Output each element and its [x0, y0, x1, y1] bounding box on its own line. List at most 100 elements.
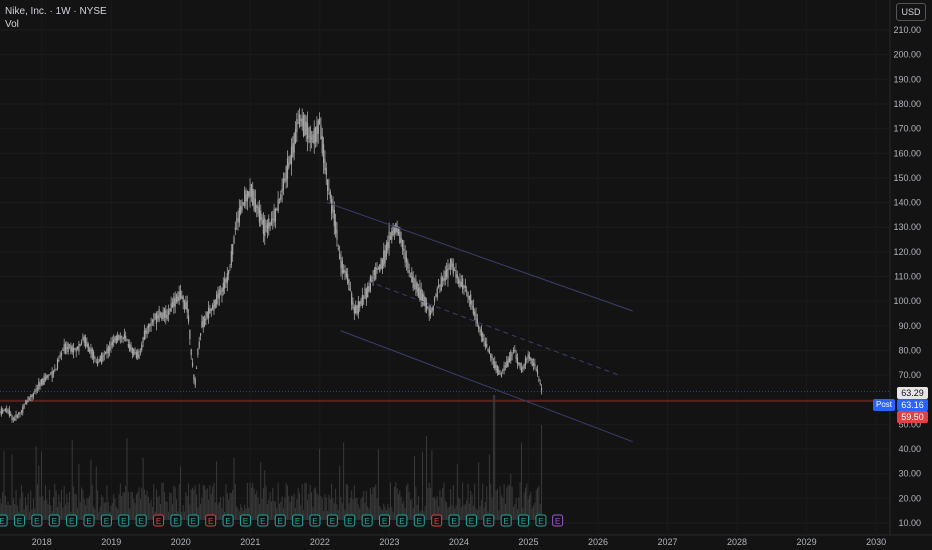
volume-bar: [226, 493, 228, 520]
volume-bar: [83, 499, 85, 520]
earnings-marker[interactable]: [361, 514, 373, 527]
volume-bar: [482, 483, 484, 520]
volume-bar: [335, 488, 337, 520]
candle-body: [372, 276, 374, 280]
candle-body: [147, 324, 150, 329]
earnings-marker[interactable]: [100, 514, 112, 527]
volume-bar: [518, 497, 520, 520]
candle-body: [167, 311, 170, 315]
earnings-marker[interactable]: [326, 514, 338, 527]
candle-body: [222, 282, 224, 292]
earnings-marker[interactable]: [448, 514, 460, 527]
y-tick-label: 150.00: [893, 173, 921, 183]
candle-body: [28, 398, 31, 400]
earnings-marker[interactable]: [274, 514, 286, 527]
volume-bar: [107, 501, 109, 520]
earnings-marker[interactable]: [13, 514, 25, 527]
earnings-marker[interactable]: [465, 514, 477, 527]
candle-body: [70, 345, 72, 352]
volume-bar: [26, 505, 28, 520]
candle-body: [198, 341, 200, 348]
earnings-marker[interactable]: [518, 514, 530, 527]
volume-bar: [232, 489, 234, 520]
candle-body: [209, 308, 211, 314]
candle-body: [252, 188, 254, 206]
earnings-marker[interactable]: [153, 514, 165, 527]
earnings-marker[interactable]: [431, 514, 443, 527]
earnings-marker[interactable]: [205, 514, 217, 527]
candle-body: [456, 274, 458, 279]
earnings-marker[interactable]: [396, 514, 408, 527]
x-tick-label: 2024: [449, 537, 469, 547]
earnings-marker[interactable]: [222, 514, 234, 527]
earnings-marker[interactable]: [535, 514, 547, 527]
earnings-marker[interactable]: [66, 514, 78, 527]
volume-bar: [31, 509, 33, 520]
candle-body: [286, 158, 289, 179]
earnings-marker[interactable]: [83, 514, 95, 527]
volume-bar: [405, 485, 407, 520]
earnings-marker[interactable]: [500, 514, 512, 527]
candle-body: [201, 321, 203, 328]
earnings-marker-label: E: [538, 517, 543, 526]
volume-bar: [399, 490, 401, 520]
earnings-marker[interactable]: [413, 514, 425, 527]
earnings-marker[interactable]: [483, 514, 495, 527]
candle-body: [11, 416, 13, 421]
volume-indicator-label[interactable]: Vol: [5, 19, 19, 30]
earnings-marker[interactable]: [257, 514, 269, 527]
volume-bar: [401, 503, 403, 520]
volume-bar: [443, 482, 445, 520]
earnings-marker[interactable]: [379, 514, 391, 527]
earnings-marker[interactable]: [309, 514, 321, 527]
earnings-marker[interactable]: [31, 514, 43, 527]
candle-body: [460, 281, 462, 287]
earnings-marker[interactable]: [118, 514, 130, 527]
volume-bar: [282, 508, 284, 520]
earnings-marker[interactable]: [0, 514, 8, 527]
y-tick-label: 120.00: [893, 247, 921, 257]
volume-bar: [206, 488, 208, 520]
volume-bar: [186, 495, 188, 520]
volume-bar: [252, 482, 254, 520]
earnings-marker[interactable]: [170, 514, 182, 527]
candle-body: [181, 295, 183, 299]
symbol-title[interactable]: Nike, Inc. · 1W · NYSE: [5, 6, 107, 17]
volume-bar: [471, 494, 473, 520]
candle-body: [214, 299, 216, 308]
volume-bar: [102, 497, 104, 520]
volume-bar: [42, 496, 44, 520]
candle-body: [2, 409, 4, 414]
candle-body: [359, 301, 361, 308]
currency-button[interactable]: USD: [896, 3, 926, 21]
candle-body: [504, 366, 507, 367]
candle-body: [234, 227, 236, 230]
earnings-marker[interactable]: [344, 514, 356, 527]
volume-bar: [440, 497, 442, 520]
candle-body: [277, 199, 279, 212]
volume-bar: [411, 498, 413, 520]
upcoming-earnings-marker[interactable]: [552, 514, 564, 527]
candle-body: [520, 367, 523, 372]
volume-bar: [14, 503, 16, 520]
candle-body: [253, 190, 255, 210]
candle-body: [260, 210, 262, 221]
volume-bar: [58, 494, 60, 520]
candle-body: [118, 335, 120, 341]
volume-bar: [329, 499, 331, 520]
volume-bar: [190, 489, 192, 520]
candle-body: [302, 115, 305, 137]
volume-bar: [504, 504, 506, 520]
earnings-marker[interactable]: [48, 514, 60, 527]
earnings-marker[interactable]: [292, 514, 304, 527]
volume-bar: [240, 504, 242, 520]
volume-bar: [361, 496, 363, 520]
earnings-marker[interactable]: [187, 514, 199, 527]
volume-bar: [50, 505, 52, 520]
candle-body: [343, 269, 345, 273]
earnings-marker[interactable]: [239, 514, 251, 527]
candle-body: [420, 289, 422, 302]
earnings-marker[interactable]: [135, 514, 147, 527]
candle-body: [516, 357, 519, 364]
